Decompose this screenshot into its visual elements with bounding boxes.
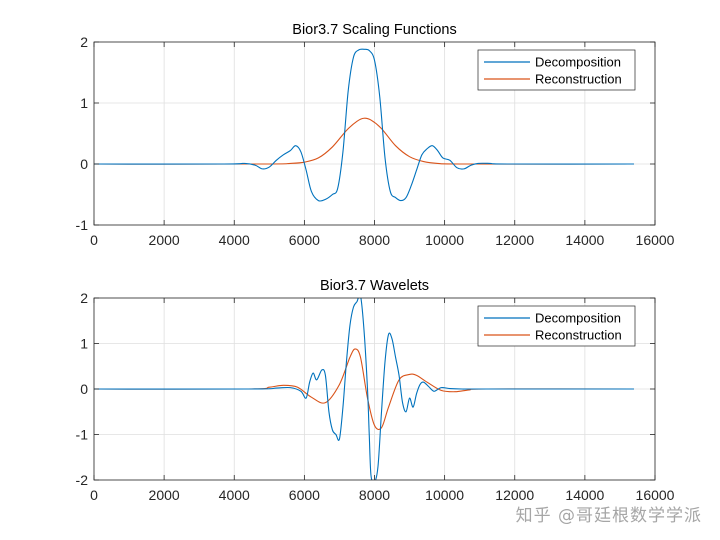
y-tick-label: 0: [80, 156, 88, 172]
x-tick-label: 14000: [565, 232, 604, 248]
series-line-reconstruction: [94, 348, 634, 431]
x-tick-label: 6000: [289, 487, 320, 503]
y-tick-label: 1: [80, 336, 88, 352]
wavelets-chart: 0 2000 4000 6000 8000 10000 12000 14000 16000 -2 -…: [76, 278, 675, 503]
y-tick-label: -2: [76, 472, 89, 488]
x-tick-label: 2000: [149, 487, 180, 503]
scaling-functions-chart: 0 2000 4000 6000 8000 10000 12000 14000 16000-10…: [76, 22, 675, 248]
y-tick-label: -1: [76, 217, 89, 233]
x-tick-label: 12000: [495, 487, 534, 503]
x-tick-label: 4000: [219, 232, 250, 248]
x-tick-label: 10000: [425, 487, 464, 503]
x-tick-label: 8000: [359, 487, 390, 503]
y-tick-label: -1: [76, 427, 89, 443]
series-line-reconstruction: [94, 117, 634, 165]
x-tick-label: 10000: [425, 232, 464, 248]
y-tick-label: 0: [80, 381, 88, 397]
legend-label-decomposition: Decomposition: [535, 311, 621, 326]
legend-label-reconstruction: Reconstruction: [535, 72, 622, 87]
legend-box: [477, 305, 636, 347]
y-tick-label: 2: [80, 34, 88, 50]
x-tick-label: 0: [90, 487, 98, 503]
x-tick-label: 0: [90, 232, 98, 248]
x-tick-label: 16000: [636, 487, 675, 503]
watermark-text: 知乎 @哥廷根数学学派: [515, 506, 702, 526]
chart-title: Bior3.7 Scaling Functions: [292, 22, 456, 38]
x-tick-label: 16000: [636, 232, 675, 248]
x-tick-label: 2000: [149, 232, 180, 248]
chart-title: Bior3.7 Wavelets: [320, 278, 429, 294]
x-tick-label: 12000: [495, 232, 534, 248]
series-line-decomposition: [94, 48, 634, 202]
x-tick-label: 14000: [565, 487, 604, 503]
y-tick-label: 2: [80, 290, 88, 306]
series-line-decomposition: [94, 298, 634, 480]
y-tick-label: 1: [80, 95, 88, 111]
legend-label-decomposition: Decomposition: [535, 55, 621, 70]
legend-box: [477, 49, 636, 91]
legend-label-reconstruction: Reconstruction: [535, 328, 622, 343]
x-tick-label: 8000: [359, 232, 390, 248]
x-tick-label: 6000: [289, 232, 320, 248]
x-tick-label: 4000: [219, 487, 250, 503]
